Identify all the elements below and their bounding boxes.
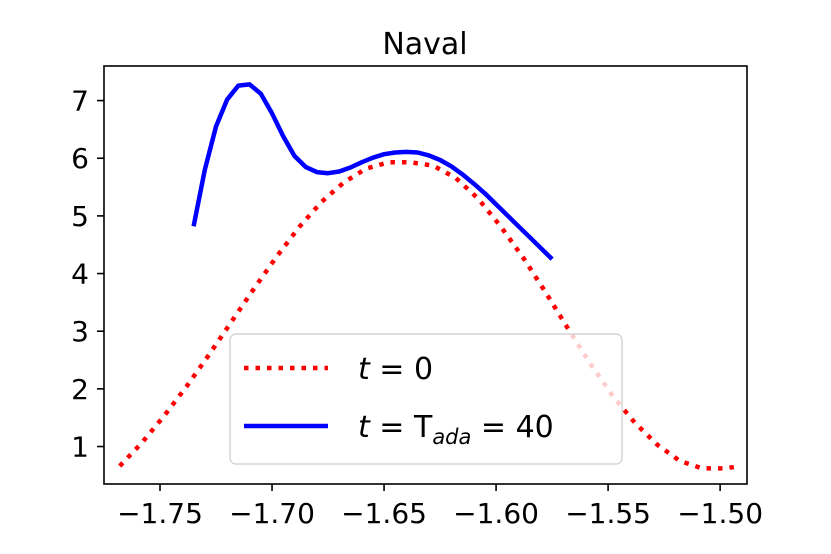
y-tick-label: 4 <box>71 258 89 291</box>
legend-label-1: t = 0 <box>358 352 433 387</box>
plot-frame <box>103 65 748 485</box>
legend: t = 0 t = Tada = 40 <box>229 333 623 465</box>
y-tick-label: 7 <box>71 85 89 118</box>
x-tick-label: −1.70 <box>229 497 315 530</box>
y-tick-label: 3 <box>71 315 89 348</box>
axes: −1.75 −1.70 −1.65 −1.60 −1.55 −1.50 1 2 3 4 5 6 7 <box>71 85 763 530</box>
y-tick-label: 2 <box>71 373 89 406</box>
series-layer <box>118 82 741 471</box>
x-tick-label: −1.65 <box>341 497 427 530</box>
series-line-1 <box>118 160 741 471</box>
chart-title: Naval <box>382 27 467 62</box>
x-tick-label: −1.55 <box>565 497 651 530</box>
x-tick-label: −1.50 <box>677 497 763 530</box>
series-line-2 <box>191 82 554 261</box>
x-tick-label: −1.60 <box>453 497 539 530</box>
y-tick-label: 5 <box>71 200 89 233</box>
x-tick-label: −1.75 <box>117 497 203 530</box>
y-tick-label: 6 <box>71 142 89 175</box>
legend-label-2: t = Tada = 40 <box>358 410 554 449</box>
y-tick-label: 1 <box>71 431 89 464</box>
